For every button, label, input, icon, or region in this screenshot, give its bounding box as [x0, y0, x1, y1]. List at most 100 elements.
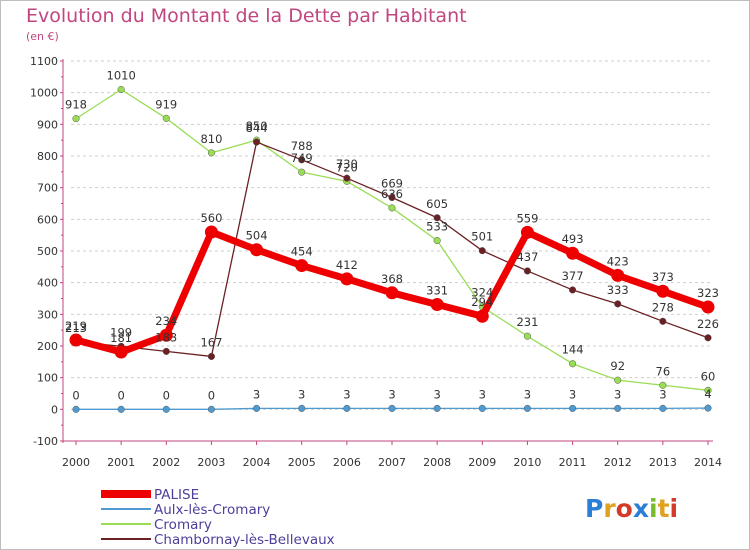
data-label: 144: [562, 343, 584, 357]
data-label: 437: [516, 250, 538, 264]
data-point[interactable]: [159, 328, 173, 342]
data-point[interactable]: [385, 286, 399, 300]
data-point[interactable]: [343, 404, 351, 412]
data-point[interactable]: [614, 376, 622, 384]
data-point[interactable]: [204, 225, 218, 239]
data-point[interactable]: [430, 298, 444, 312]
data-point[interactable]: [253, 404, 261, 412]
data-label: 234: [155, 314, 177, 328]
data-point[interactable]: [388, 193, 396, 202]
data-point[interactable]: [250, 243, 264, 257]
logo-letter: r: [603, 494, 616, 523]
data-label: 844: [246, 121, 268, 135]
data-point[interactable]: [433, 214, 441, 222]
data-point[interactable]: [659, 381, 667, 389]
data-label: 533: [426, 220, 448, 234]
data-point[interactable]: [72, 115, 80, 123]
data-point[interactable]: [659, 404, 667, 412]
data-point[interactable]: [162, 405, 170, 413]
data-point[interactable]: [114, 345, 128, 359]
data-label: 3: [614, 387, 621, 401]
data-label: 559: [516, 211, 538, 225]
legend-label: PALISE: [154, 487, 199, 503]
logo-letter: i: [670, 494, 679, 523]
data-point[interactable]: [659, 317, 667, 325]
data-point[interactable]: [566, 246, 580, 260]
data-point[interactable]: [298, 168, 306, 176]
x-tick-label: 2009: [468, 456, 496, 469]
data-point[interactable]: [343, 174, 351, 182]
data-point[interactable]: [523, 404, 531, 412]
data-point[interactable]: [475, 309, 489, 323]
data-label: 368: [381, 272, 403, 286]
data-point[interactable]: [704, 404, 712, 412]
series-chambornay-l-s-bellevaux: [72, 138, 712, 361]
data-label: 4: [704, 387, 711, 401]
data-point[interactable]: [569, 404, 577, 412]
x-tick-label: 2012: [604, 456, 632, 469]
y-tick-label: 200: [37, 340, 58, 353]
data-point[interactable]: [433, 404, 441, 412]
x-tick-label: 2011: [559, 456, 587, 469]
series-palise: [69, 225, 715, 359]
data-point[interactable]: [611, 268, 625, 282]
data-point[interactable]: [704, 386, 712, 394]
x-tick-label: 2005: [288, 456, 316, 469]
data-point[interactable]: [207, 405, 215, 413]
data-point[interactable]: [69, 333, 83, 347]
data-label: 504: [246, 229, 268, 243]
data-label: 919: [155, 97, 177, 111]
data-point[interactable]: [569, 360, 577, 368]
data-point[interactable]: [340, 272, 354, 286]
data-label: 333: [607, 283, 629, 297]
data-point[interactable]: [117, 85, 125, 94]
data-point[interactable]: [656, 284, 670, 298]
data-label: 3: [343, 387, 350, 401]
data-point[interactable]: [704, 334, 712, 342]
data-label: 720: [336, 160, 358, 174]
data-point[interactable]: [478, 404, 486, 412]
data-point[interactable]: [295, 259, 309, 273]
x-tick-label: 2013: [649, 456, 677, 469]
legend-label: Chambornay-lès-Bellevaux: [154, 532, 335, 548]
y-tick-label: 300: [37, 308, 58, 321]
data-point[interactable]: [569, 286, 577, 294]
logo-letter: o: [616, 494, 633, 523]
data-point[interactable]: [162, 347, 170, 355]
data-point[interactable]: [614, 300, 622, 308]
data-point[interactable]: [388, 204, 396, 212]
x-tick-label: 2003: [197, 456, 225, 469]
data-label: 605: [426, 197, 448, 211]
data-point[interactable]: [207, 149, 215, 157]
y-tick-label: 1100: [30, 55, 58, 68]
data-point[interactable]: [117, 405, 125, 413]
svg-text:Proxiti: Proxiti: [585, 494, 678, 523]
data-point[interactable]: [701, 300, 715, 314]
data-point[interactable]: [433, 237, 441, 245]
data-point[interactable]: [72, 405, 80, 413]
data-label: 0: [208, 388, 215, 402]
data-point[interactable]: [520, 225, 534, 239]
chart-title: Evolution du Montant de la Dette par Hab…: [26, 5, 467, 27]
data-point[interactable]: [523, 332, 531, 340]
y-tick-label: 600: [37, 213, 58, 226]
data-label: 213: [65, 321, 87, 335]
data-label: 76: [656, 364, 671, 378]
data-point[interactable]: [207, 352, 215, 361]
data-point[interactable]: [253, 138, 261, 146]
y-tick-label: 400: [37, 277, 58, 290]
data-point[interactable]: [388, 404, 396, 412]
data-point[interactable]: [478, 247, 486, 255]
data-point[interactable]: [298, 404, 306, 412]
data-point[interactable]: [162, 114, 170, 122]
data-point[interactable]: [523, 267, 531, 275]
series-aulx-l-s-cromary: [72, 404, 712, 413]
data-point[interactable]: [298, 156, 306, 164]
y-tick-label: 0: [51, 403, 58, 416]
data-label: 0: [117, 388, 124, 402]
y-tick-label: 800: [37, 150, 58, 163]
data-point[interactable]: [614, 404, 622, 412]
data-label: 1010: [107, 69, 136, 83]
legend-label: Cromary: [154, 517, 212, 533]
